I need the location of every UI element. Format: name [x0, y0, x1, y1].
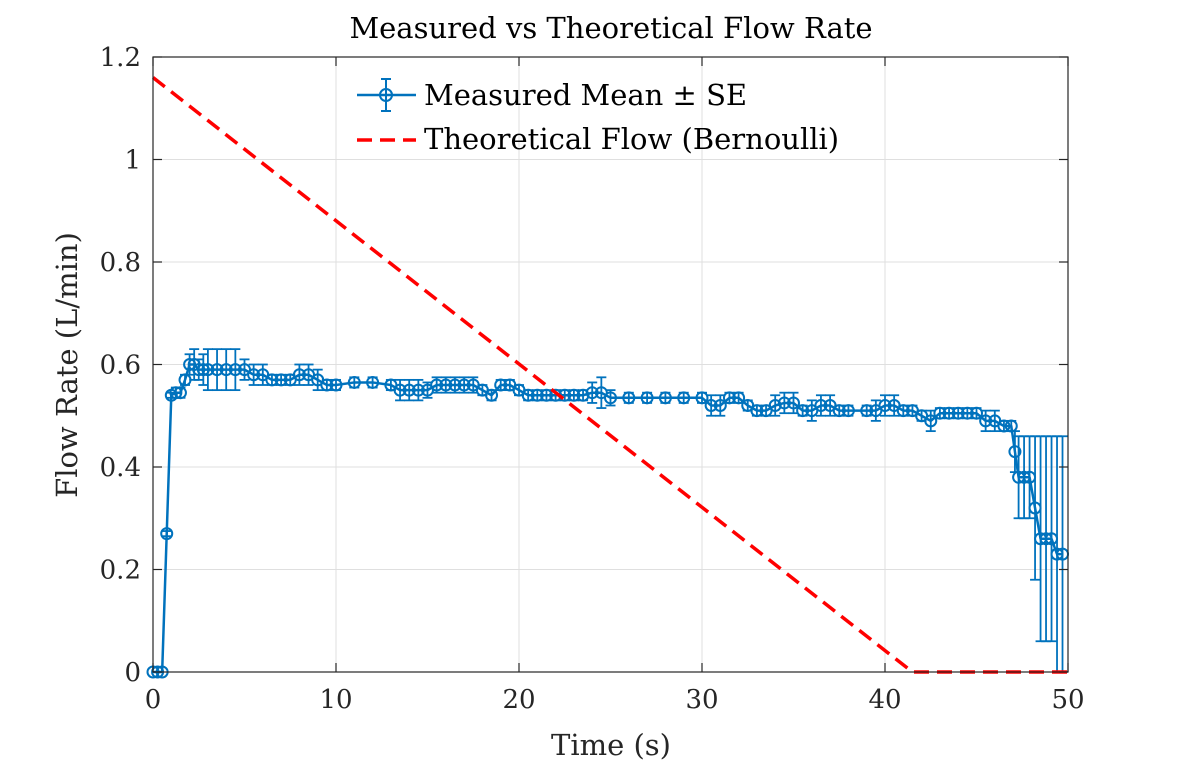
data-point: [1045, 532, 1059, 546]
data-point: [320, 378, 334, 392]
data-point: [457, 378, 471, 392]
x-axis-label: Time (s): [551, 728, 671, 762]
data-point: [1004, 419, 1018, 433]
legend-entry-theoretical: Theoretical Flow (Bernoulli): [357, 122, 839, 156]
data-point: [439, 378, 453, 392]
data-point: [787, 396, 800, 410]
data-point: [960, 406, 974, 420]
data-point: [997, 419, 1011, 433]
data-point: [1039, 532, 1053, 546]
x-tick-label: 20: [502, 685, 535, 715]
data-point: [933, 406, 947, 420]
data-point: [178, 373, 192, 387]
data-point: [1050, 547, 1064, 561]
legend-label-measured: Measured Mean ± SE: [424, 78, 747, 112]
data-point: [777, 396, 791, 410]
series-measured: [146, 348, 1070, 679]
data-point: [160, 527, 174, 541]
data-point: [219, 363, 233, 377]
data-point: [1023, 470, 1037, 484]
data-point: [750, 404, 764, 418]
ticks: 0 10 20 30 40 50 0 0.2 0.4 0.6 0.8 1 1.2: [100, 43, 1085, 715]
data-point: [411, 383, 425, 397]
y-tick-label: 0: [124, 658, 141, 688]
data-point: [942, 406, 956, 420]
data-point: [292, 368, 306, 382]
data-point: [530, 388, 544, 402]
y-tick-label: 1.2: [100, 43, 141, 73]
data-point: [970, 406, 983, 420]
data-point: [1017, 470, 1031, 484]
y-tick-label: 0.8: [100, 248, 141, 278]
legend: Measured Mean ± SE Theoretical Flow (Ber…: [357, 78, 839, 156]
data-point: [951, 406, 965, 420]
data-point: [704, 399, 718, 412]
data-point: [521, 388, 535, 402]
data-point: [567, 388, 581, 402]
y-tick-label: 0.6: [100, 351, 141, 381]
data-point: [713, 399, 727, 412]
data-point: [979, 414, 993, 428]
chart-title: Measured vs Theoretical Flow Rate: [349, 11, 872, 45]
data-point: [169, 386, 183, 400]
data-point: [196, 363, 210, 377]
data-point: [1008, 445, 1022, 459]
data-point: [274, 373, 288, 387]
data-point: [896, 404, 910, 418]
y-axis-label: Flow Rate (L/min): [50, 232, 84, 498]
data-point: [393, 383, 407, 397]
data-point: [201, 363, 215, 377]
data-point: [228, 363, 242, 377]
data-point: [640, 391, 654, 405]
data-point: [814, 399, 828, 412]
data-point: [347, 375, 361, 389]
data-point: [585, 386, 599, 400]
y-tick-label: 1: [124, 146, 141, 176]
data-point: [494, 378, 508, 392]
legend-label-theoretical: Theoretical Flow (Bernoulli): [424, 122, 839, 156]
x-tick-label: 10: [319, 685, 352, 715]
data-point: [658, 391, 672, 405]
data-point: [768, 399, 782, 412]
y-tick-label: 0.2: [100, 556, 141, 586]
x-tick-label: 40: [868, 685, 901, 715]
data-point: [924, 414, 938, 428]
data-point: [366, 375, 380, 389]
legend-marker-measured: [379, 88, 393, 102]
y-tick-label: 0.4: [100, 453, 141, 483]
data-point: [604, 391, 617, 405]
data-point: [448, 378, 462, 392]
x-tick-label: 30: [685, 685, 718, 715]
data-point: [402, 383, 416, 397]
data-point: [265, 373, 279, 387]
data-point: [485, 388, 499, 402]
x-tick-label: 50: [1051, 685, 1084, 715]
data-point: [878, 399, 892, 412]
data-point: [832, 404, 846, 418]
data-point: [210, 363, 224, 377]
legend-entry-measured: Measured Mean ± SE: [357, 78, 747, 112]
data-point: [622, 391, 636, 405]
data-point: [796, 404, 810, 418]
data-point: [695, 391, 709, 405]
data-point: [192, 363, 206, 377]
data-point: [329, 378, 343, 392]
x-tick-label: 0: [145, 685, 162, 715]
data-point: [247, 368, 261, 382]
data-point: [539, 388, 553, 402]
data-point: [841, 404, 855, 418]
data-point: [1028, 501, 1042, 515]
data-point: [173, 386, 187, 400]
data-point: [732, 391, 746, 405]
data-point: [576, 388, 590, 402]
data-point: [677, 391, 691, 405]
data-point: [860, 404, 874, 418]
data-point: [722, 391, 736, 405]
data-point: [430, 378, 444, 392]
